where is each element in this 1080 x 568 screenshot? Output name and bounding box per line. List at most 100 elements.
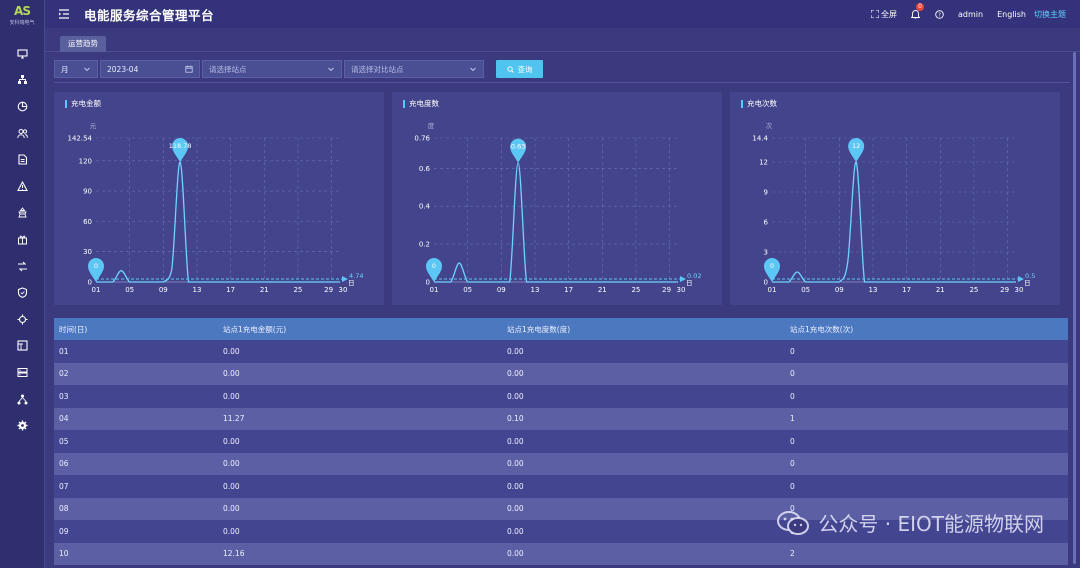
sidebar-item-settings-swap[interactable] bbox=[0, 253, 45, 280]
table-row[interactable]: 03 0.00 0.00 0 bbox=[54, 385, 1068, 408]
chart-title: 充电次数 bbox=[741, 100, 777, 108]
sidebar-item-pie-chart[interactable] bbox=[0, 93, 45, 120]
table-cell: 1 bbox=[790, 414, 795, 424]
tab-bar: 运营趋势 bbox=[45, 28, 1080, 52]
gear-icon bbox=[17, 420, 28, 431]
table-cell: 0.00 bbox=[507, 369, 524, 379]
table-cell: 0 bbox=[790, 369, 795, 379]
sidebar-item-monitor[interactable] bbox=[0, 40, 45, 67]
gift-icon bbox=[18, 235, 27, 245]
date-picker[interactable]: 2023-04 bbox=[100, 60, 200, 78]
crosshair-icon bbox=[17, 314, 28, 325]
column-header[interactable]: 站点1充电次数(次) bbox=[790, 324, 854, 334]
table-row[interactable]: 01 0.00 0.00 0 bbox=[54, 340, 1068, 363]
help-button[interactable]: ? bbox=[935, 9, 944, 19]
table-header: 时间(日) 站点1充电金额(元) 站点1充电度数(度) 站点1充电次数(次) bbox=[54, 318, 1068, 340]
y-tick-label: 9 bbox=[764, 189, 768, 197]
table-cell: 0.00 bbox=[223, 481, 240, 491]
compare-station-select[interactable]: 请选择对比站点 bbox=[344, 60, 484, 78]
storage-icon bbox=[17, 367, 28, 377]
average-label: 0.5 bbox=[1025, 272, 1035, 280]
x-tick-label: 05 bbox=[463, 286, 472, 294]
x-tick-label: 17 bbox=[564, 286, 573, 294]
network-icon bbox=[17, 394, 28, 405]
menu-toggle-icon[interactable] bbox=[58, 8, 70, 20]
sidebar-item-storage[interactable] bbox=[0, 359, 45, 386]
marker-label: 0 bbox=[432, 262, 436, 270]
series-line bbox=[771, 161, 1016, 283]
table-row[interactable]: 06 0.00 0.00 0 bbox=[54, 452, 1068, 475]
table-row[interactable]: 05 0.00 0.00 0 bbox=[54, 430, 1068, 453]
average-arrow bbox=[1018, 276, 1024, 282]
sidebar-item-users[interactable] bbox=[0, 120, 45, 147]
table-row[interactable]: 02 0.00 0.00 0 bbox=[54, 362, 1068, 385]
column-header[interactable]: 站点1充电度数(度) bbox=[507, 324, 571, 334]
station-select[interactable]: 请选择站点 bbox=[202, 60, 342, 78]
filter-bar: 月 2023-04 请选择站点 请选择对比站点 查询 bbox=[54, 60, 543, 78]
table-cell: 0.00 bbox=[223, 346, 240, 356]
language-switch[interactable]: English bbox=[997, 9, 1026, 19]
x-axis-unit: 日 bbox=[1024, 279, 1031, 287]
x-tick-label: 25 bbox=[969, 286, 978, 294]
x-tick-label: 29 bbox=[662, 286, 671, 294]
column-header[interactable]: 站点1充电金额(元) bbox=[223, 324, 287, 334]
table-row[interactable]: 04 11.27 0.10 1 bbox=[54, 407, 1068, 430]
table-row[interactable]: 07 0.00 0.00 0 bbox=[54, 475, 1068, 498]
table-row[interactable]: 08 0.00 0.00 0 bbox=[54, 497, 1068, 520]
table-row[interactable]: 10 12.16 0.00 2 bbox=[54, 542, 1068, 565]
sidebar-item-network[interactable] bbox=[0, 386, 45, 413]
search-icon bbox=[506, 65, 514, 73]
chart-title: 充电度数 bbox=[403, 100, 439, 108]
table-cell: 0.00 bbox=[223, 504, 240, 514]
sidebar-item-document[interactable] bbox=[0, 146, 45, 173]
y-tick-label: 0.2 bbox=[419, 241, 430, 249]
y-tick-label: 14.4 bbox=[752, 135, 768, 143]
notification-button[interactable]: 0 bbox=[910, 3, 925, 19]
table-cell: 0.00 bbox=[223, 391, 240, 401]
sidebar-item-shield[interactable] bbox=[0, 279, 45, 306]
notification-badge: 0 bbox=[916, 3, 925, 11]
y-tick-label: 3 bbox=[764, 249, 768, 257]
x-axis-unit: 日 bbox=[348, 279, 355, 287]
query-button[interactable]: 查询 bbox=[496, 60, 543, 78]
help-icon: ? bbox=[935, 9, 944, 19]
x-axis-unit: 日 bbox=[686, 279, 693, 287]
theme-switch[interactable]: 切换主题 bbox=[1034, 9, 1066, 19]
users-icon bbox=[17, 128, 28, 138]
sidebar-item-gift[interactable] bbox=[0, 226, 45, 253]
table-cell: 0.00 bbox=[223, 369, 240, 379]
period-select[interactable]: 月 bbox=[54, 60, 98, 78]
sidebar-item-grid[interactable] bbox=[0, 333, 45, 360]
table-cell: 06 bbox=[59, 459, 69, 469]
sidebar-item-gear[interactable] bbox=[0, 412, 45, 439]
column-header[interactable]: 时间(日) bbox=[59, 324, 88, 334]
marker-pin bbox=[510, 138, 527, 163]
scrollbar[interactable] bbox=[1073, 52, 1076, 564]
table-cell: 0.00 bbox=[507, 459, 524, 469]
y-tick-label: 0 bbox=[88, 279, 92, 287]
marker-label: 0.63 bbox=[511, 143, 525, 151]
query-label: 查询 bbox=[517, 64, 533, 74]
table-cell: 0.00 bbox=[507, 526, 524, 536]
table-cell: 0.00 bbox=[507, 436, 524, 446]
sidebar-item-topology[interactable] bbox=[0, 67, 45, 94]
y-tick-label: 0 bbox=[426, 279, 430, 287]
chevron-down-icon bbox=[470, 67, 476, 72]
sidebar-item-crosshair[interactable] bbox=[0, 306, 45, 333]
average-label: 4.74 bbox=[349, 272, 363, 280]
table-cell: 12.16 bbox=[223, 549, 245, 559]
watermark-text: 公众号 · EIOT能源物联网 bbox=[818, 512, 1044, 536]
sidebar-item-alarm[interactable] bbox=[0, 173, 45, 200]
marker-label: 12 bbox=[852, 142, 860, 150]
user-menu[interactable]: admin bbox=[958, 9, 984, 19]
y-tick-label: 30 bbox=[83, 248, 92, 256]
chart-panel-count: 充电次数 次 0 3 6 9 12 14.4 01 05 09 13 17 21 25 29 30 日 0.5 12… bbox=[730, 92, 1060, 305]
tab-operation-trend[interactable]: 运营趋势 bbox=[60, 36, 106, 52]
average-label: 0.02 bbox=[687, 272, 701, 280]
marker-label: 0 bbox=[94, 262, 98, 270]
top-header: 电能服务综合管理平台 全屏 0 ? admin English 切换主题 bbox=[45, 0, 1080, 28]
y-tick-label: 142.54 bbox=[68, 135, 93, 143]
sidebar-item-station[interactable] bbox=[0, 200, 45, 227]
fullscreen-button[interactable]: 全屏 bbox=[871, 9, 897, 20]
